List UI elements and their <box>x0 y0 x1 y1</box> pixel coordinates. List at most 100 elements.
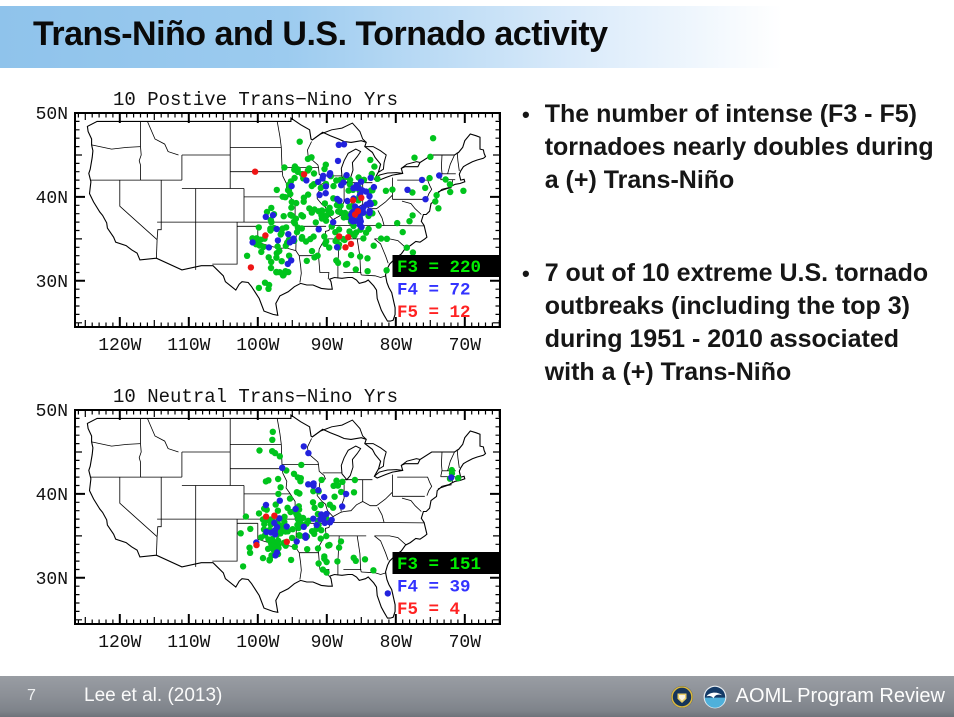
f4-tornado-dot <box>262 213 269 220</box>
f5-tornado-dot <box>253 541 260 549</box>
f4-tornado-dot <box>276 497 283 504</box>
f3-tornado-dot <box>346 203 353 210</box>
f3-tornado-dot <box>409 189 416 196</box>
f4-tornado-dot <box>305 481 312 488</box>
f4-tornado-dot <box>305 449 312 457</box>
f3-tornado-dot <box>382 187 390 194</box>
f3-tornado-dot <box>447 188 454 196</box>
f3-tornado-dot <box>317 501 324 509</box>
page-number: 7 <box>27 687 36 704</box>
f3-tornado-dot <box>275 490 282 498</box>
f3-tornado-dot <box>281 164 288 171</box>
f4-tornado-dot <box>274 237 282 244</box>
f5-tornado-dot <box>336 233 343 240</box>
f4-tornado-dot <box>360 209 367 216</box>
map-frame <box>74 409 501 625</box>
f3-tornado-dot <box>337 488 345 496</box>
state-border <box>298 255 302 283</box>
legend-entry-f5: F5 = 4 <box>397 600 460 620</box>
f5-dots <box>247 168 365 271</box>
f3-tornado-dot <box>330 182 337 190</box>
bullet-text: 7 out of 10 extreme U.S. tornado outbrea… <box>544 259 929 386</box>
f4-tornado-dot <box>310 482 317 489</box>
f3-tornado-dot <box>306 205 313 212</box>
f4-tornado-dot <box>283 523 290 530</box>
minor-ticks <box>75 113 500 327</box>
f3-tornado-dot <box>298 233 306 241</box>
f3-tornado-dot <box>283 224 290 231</box>
state-border <box>212 519 238 562</box>
state-border <box>147 121 179 156</box>
f3-tornado-dot <box>371 163 378 170</box>
f5-tornado-dot <box>271 512 278 519</box>
state-border <box>397 476 433 496</box>
map-title: 10 Neutral Trans−Nino Yrs <box>113 386 398 408</box>
f3-tornado-dot <box>288 198 295 206</box>
f4-tornado-dot <box>384 590 391 597</box>
minor-ticks <box>75 410 500 624</box>
f5-tornado-dot <box>351 211 359 218</box>
f4-tornado-dot <box>313 521 320 529</box>
f4-tornado-dot <box>357 178 365 185</box>
f4-tornado-dot <box>269 212 277 219</box>
f3-tornado-dot <box>394 219 401 227</box>
bullet-item: • The number of intense (F3 - F5) tornad… <box>522 98 946 197</box>
f3-tornado-dot <box>351 476 359 484</box>
f4-tornado-dot <box>321 493 328 501</box>
great-lake-shore <box>364 443 387 470</box>
f3-tornado-dot <box>427 153 434 160</box>
f3-tornado-dot <box>360 235 367 242</box>
f3-tornado-dot <box>269 428 276 435</box>
legend-entry-f5: F5 = 12 <box>397 303 471 323</box>
f3-tornado-dot <box>294 516 302 523</box>
state-border <box>377 507 385 523</box>
f3-tornado-dot <box>287 508 294 516</box>
f4-tornado-dot <box>370 183 378 191</box>
f3-tornado-dot <box>335 208 342 215</box>
f3-tornado-dot <box>273 186 280 194</box>
f3-tornado-dot <box>314 545 322 552</box>
bullet-item: • 7 out of 10 extreme U.S. tornado outbr… <box>522 257 946 389</box>
f3-tornado-dot <box>304 155 312 163</box>
state-border <box>440 451 443 477</box>
f3-tornado-dot <box>356 253 364 260</box>
f3-tornado-dot <box>321 200 329 207</box>
f3-tornado-dot <box>399 228 406 236</box>
f3-tornado-dot <box>276 453 283 460</box>
f3-tornado-dot <box>282 194 289 201</box>
f3-tornado-dot <box>429 135 437 142</box>
f5-tornado-dot <box>345 234 352 241</box>
citation-text: Lee et al. (2013) <box>84 685 223 706</box>
great-lake-shore <box>312 122 367 143</box>
x-tick-label: 90W <box>311 633 344 653</box>
f3-tornado-dot <box>347 251 355 259</box>
f3-tornado-dot <box>308 247 316 255</box>
f4-tornado-dot <box>315 487 322 494</box>
y-tick-label: 40N <box>36 486 68 506</box>
f3-tornado-dot <box>268 204 275 212</box>
f4-tornado-dot <box>265 244 273 251</box>
f3-tornado-dot <box>294 474 301 481</box>
f3-tornado-dot <box>237 530 244 537</box>
f3-tornado-dot <box>296 532 303 539</box>
f3-tornado-dot <box>255 510 263 517</box>
f3-tornado-dot <box>389 186 396 193</box>
f3-tornado-dot <box>312 219 319 226</box>
f4-tornado-dot <box>267 529 275 536</box>
f4-tornado-dot <box>358 223 365 231</box>
f3-tornado-dot <box>409 212 416 219</box>
state-border <box>307 141 334 256</box>
f4-tornado-dot <box>335 141 342 148</box>
great-lake-shore <box>312 419 367 440</box>
f4-tornado-dot <box>326 171 333 179</box>
state-border <box>401 200 422 215</box>
f5-dots <box>253 512 290 549</box>
f3-tornado-dot <box>353 229 360 236</box>
f3-tornado-dot <box>305 517 312 524</box>
f4-tornado-dot <box>322 190 329 197</box>
map-frame <box>74 112 501 328</box>
f4-tornado-dot <box>422 196 429 203</box>
f5-tornado-dot <box>349 197 357 204</box>
x-tick-label: 120W <box>98 633 141 653</box>
